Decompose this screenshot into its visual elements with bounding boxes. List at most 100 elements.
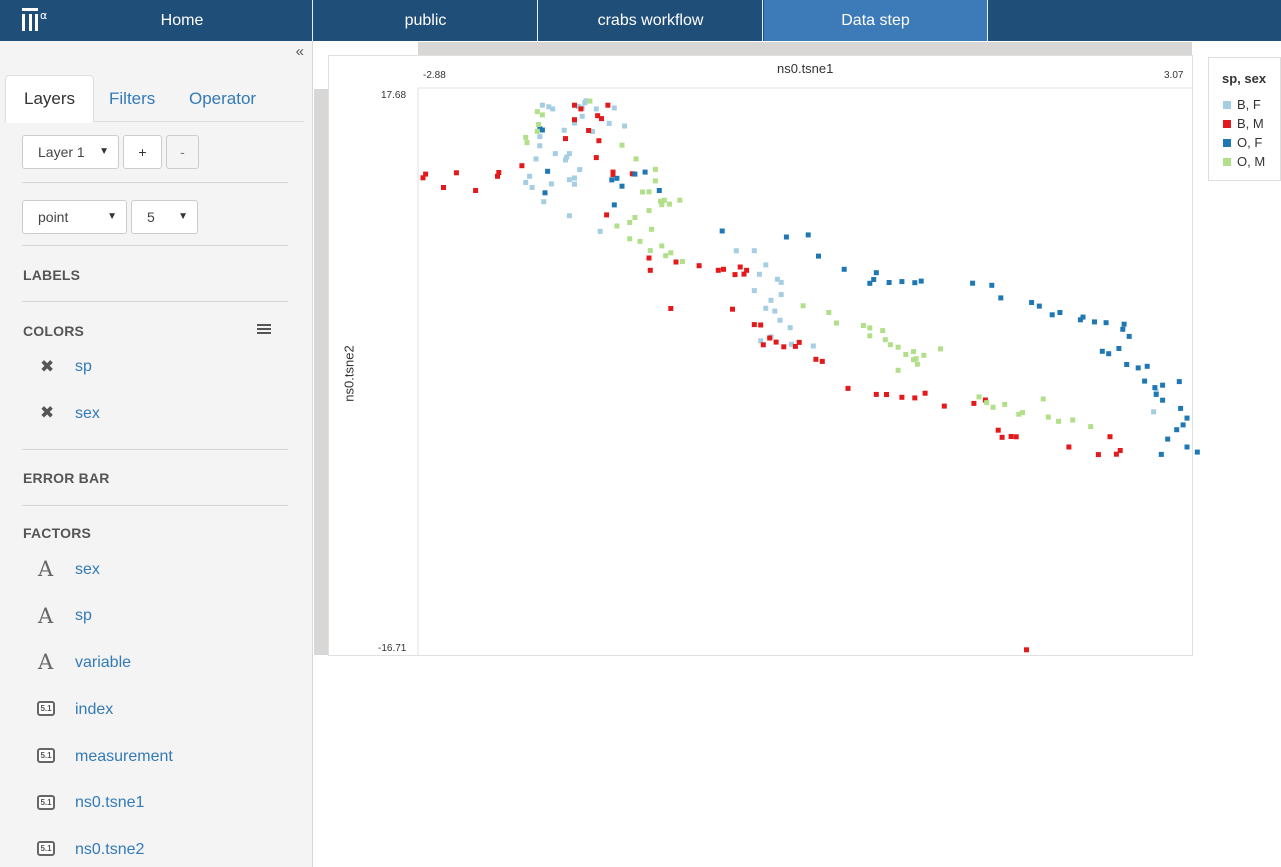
data-point[interactable] [619, 183, 625, 189]
data-point[interactable] [519, 163, 525, 169]
data-point[interactable] [730, 306, 735, 312]
data-point[interactable] [605, 102, 611, 108]
data-point[interactable] [772, 308, 778, 314]
data-point[interactable] [673, 259, 679, 265]
data-point[interactable] [1117, 448, 1123, 453]
data-point[interactable] [1106, 351, 1112, 357]
layer-select[interactable]: Layer 1 ▼ [22, 135, 119, 169]
data-point[interactable] [899, 279, 905, 285]
data-point[interactable] [668, 306, 674, 311]
factor-item-variable[interactable]: variable [75, 654, 132, 671]
data-point[interactable] [810, 343, 816, 349]
data-point[interactable] [647, 248, 653, 254]
data-point[interactable] [911, 357, 916, 363]
tab-operator[interactable]: Operator [189, 88, 257, 108]
data-point[interactable] [1152, 385, 1158, 391]
data-point[interactable] [593, 155, 599, 161]
data-point[interactable] [441, 185, 446, 190]
data-point[interactable] [610, 172, 616, 178]
data-point[interactable] [1077, 317, 1083, 323]
data-point[interactable] [646, 208, 652, 214]
data-point[interactable] [1036, 303, 1042, 309]
data-point[interactable] [777, 317, 783, 323]
color-item-sp[interactable]: sp [75, 358, 92, 375]
data-point[interactable] [537, 143, 543, 149]
data-point[interactable] [999, 434, 1005, 440]
data-point[interactable] [552, 151, 558, 157]
data-point[interactable] [546, 104, 552, 110]
data-point[interactable] [1099, 348, 1105, 354]
data-point[interactable] [420, 175, 426, 181]
data-point[interactable] [663, 253, 669, 259]
data-point[interactable] [597, 228, 603, 234]
data-point[interactable] [737, 264, 743, 270]
tab-data-step[interactable]: Data step [764, 0, 988, 41]
data-point[interactable] [537, 126, 543, 132]
data-point[interactable] [1135, 365, 1141, 371]
data-point[interactable] [800, 303, 806, 309]
data-point[interactable] [721, 266, 726, 272]
data-point[interactable] [867, 325, 873, 331]
data-point[interactable] [1160, 397, 1166, 403]
data-point[interactable] [473, 188, 479, 193]
data-point[interactable] [577, 167, 583, 173]
data-point[interactable] [733, 248, 739, 254]
data-point[interactable] [903, 352, 909, 357]
data-point[interactable] [984, 400, 990, 406]
data-point[interactable] [611, 105, 617, 111]
data-point[interactable] [1126, 333, 1132, 339]
data-point[interactable] [751, 288, 757, 294]
data-point[interactable] [563, 136, 568, 142]
data-point[interactable] [595, 113, 601, 119]
data-point[interactable] [758, 338, 764, 344]
data-point[interactable] [982, 397, 988, 403]
data-point[interactable] [1092, 319, 1097, 325]
data-point[interactable] [579, 113, 585, 119]
data-point[interactable] [990, 404, 996, 410]
data-point[interactable] [561, 127, 567, 133]
data-point[interactable] [649, 226, 655, 232]
data-point[interactable] [1013, 434, 1019, 440]
app-logo[interactable]: α [20, 5, 50, 33]
data-point[interactable] [763, 262, 769, 268]
factor-item-index[interactable]: index [75, 701, 114, 718]
data-point[interactable] [989, 282, 995, 288]
remove-layer-button[interactable]: - [166, 135, 199, 169]
remove-color-sp-icon[interactable]: ✖ [40, 357, 55, 376]
data-point[interactable] [1066, 444, 1072, 450]
data-point[interactable] [756, 271, 762, 277]
data-point[interactable] [873, 391, 879, 397]
data-point[interactable] [541, 199, 547, 205]
data-point[interactable] [599, 116, 604, 122]
data-point[interactable] [679, 259, 685, 264]
data-point[interactable] [976, 394, 982, 400]
data-point[interactable] [886, 280, 892, 285]
data-point[interactable] [774, 276, 780, 282]
data-point[interactable] [767, 335, 773, 341]
data-point[interactable] [1120, 326, 1126, 332]
data-point[interactable] [627, 236, 633, 242]
data-point[interactable] [1174, 427, 1180, 433]
data-point[interactable] [647, 267, 653, 273]
data-point[interactable] [593, 106, 599, 112]
data-point[interactable] [895, 344, 901, 350]
data-point[interactable] [895, 367, 901, 373]
data-point[interactable] [1024, 647, 1029, 653]
data-point[interactable] [783, 234, 789, 240]
data-point[interactable] [640, 189, 646, 195]
data-point[interactable] [658, 198, 663, 204]
data-point[interactable] [453, 170, 459, 176]
data-point[interactable] [1080, 314, 1086, 320]
data-point[interactable] [884, 392, 889, 397]
data-point[interactable] [1124, 362, 1130, 367]
data-point[interactable] [796, 339, 802, 345]
data-point[interactable] [606, 120, 612, 126]
data-point[interactable] [646, 189, 652, 195]
data-point[interactable] [1057, 310, 1063, 315]
data-point[interactable] [534, 128, 540, 134]
data-point[interactable] [912, 395, 918, 401]
data-point[interactable] [1160, 382, 1166, 388]
data-point[interactable] [1016, 411, 1022, 417]
data-point[interactable] [566, 177, 572, 183]
data-point[interactable] [614, 223, 620, 229]
